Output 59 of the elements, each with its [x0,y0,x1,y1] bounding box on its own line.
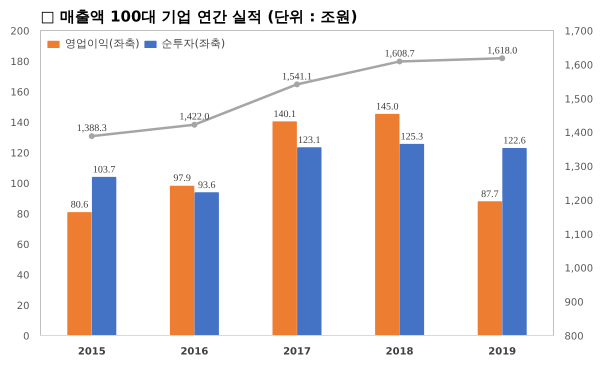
point [396,58,403,64]
data-label: 125.3 [400,131,424,142]
y2-tick-label: 1,200 [564,196,594,207]
y-tick-label: 80 [16,210,30,220]
y-tick-label: 200 [10,26,30,38]
y-tick-label: 0 [23,332,30,342]
y2-tick-label: 1,300 [564,162,594,174]
chart-title: □ 매출액 100대 기업 연간 실적 (단위 : 조원) [40,8,358,26]
bar [297,147,322,336]
bar [478,201,502,336]
bar [67,212,92,336]
bar [502,148,527,336]
data-label: 1,541.1 [282,71,312,82]
point [191,122,198,128]
y-tick-label: 20 [16,301,30,312]
data-label: 97.9 [173,173,191,184]
x-tick-label: 2015 [78,346,106,358]
point [499,55,506,62]
x-tick-label: 2016 [180,346,208,358]
bar [272,121,297,336]
data-label: 1,618.0 [487,45,518,56]
y2-tick-label: 1,600 [564,60,594,72]
x-tick-label: 2019 [488,346,516,358]
data-label: 1,388.3 [76,123,107,134]
y-tick-label: 160 [10,88,30,98]
point [88,133,95,140]
y-tick-label: 180 [10,57,30,68]
y2-tick-label: 1,000 [564,264,594,275]
bar [400,144,424,336]
y-tick-label: 100 [10,179,30,190]
legend-label: 영업이익(좌축) [65,36,140,51]
bar [170,186,194,336]
y2-tick-label: 900 [564,298,584,309]
data-label: 122.6 [503,136,526,147]
data-label: 87.7 [481,188,499,200]
data-label: 1,422.0 [179,112,210,123]
data-label: 1,608.7 [384,48,415,60]
x-tick-label: 2017 [283,346,311,358]
y2-tick-label: 1,100 [564,230,594,241]
data-label: 93.6 [198,180,216,191]
data-label: 103.7 [92,164,116,176]
bar [375,114,400,336]
y-tick-label: 120 [10,148,30,160]
bar [92,176,116,336]
point [294,81,300,88]
bar [194,192,219,336]
data-label: 123.1 [298,134,321,146]
y2-tick-label: 800 [564,332,584,342]
y2-tick-label: 1,500 [564,94,594,106]
y-tick-label: 40 [16,270,30,282]
legend-label: 순투자(좌축) [162,36,226,51]
y2-tick-label: 1,400 [564,128,594,140]
data-label: 80.6 [70,200,88,211]
y2-tick-label: 1,700 [564,26,594,38]
data-label: 145.0 [376,101,399,112]
y-tick-label: 140 [10,118,30,129]
x-tick-label: 2018 [386,346,414,358]
y-tick-label: 60 [16,240,30,251]
data-label: 140.1 [273,108,296,120]
